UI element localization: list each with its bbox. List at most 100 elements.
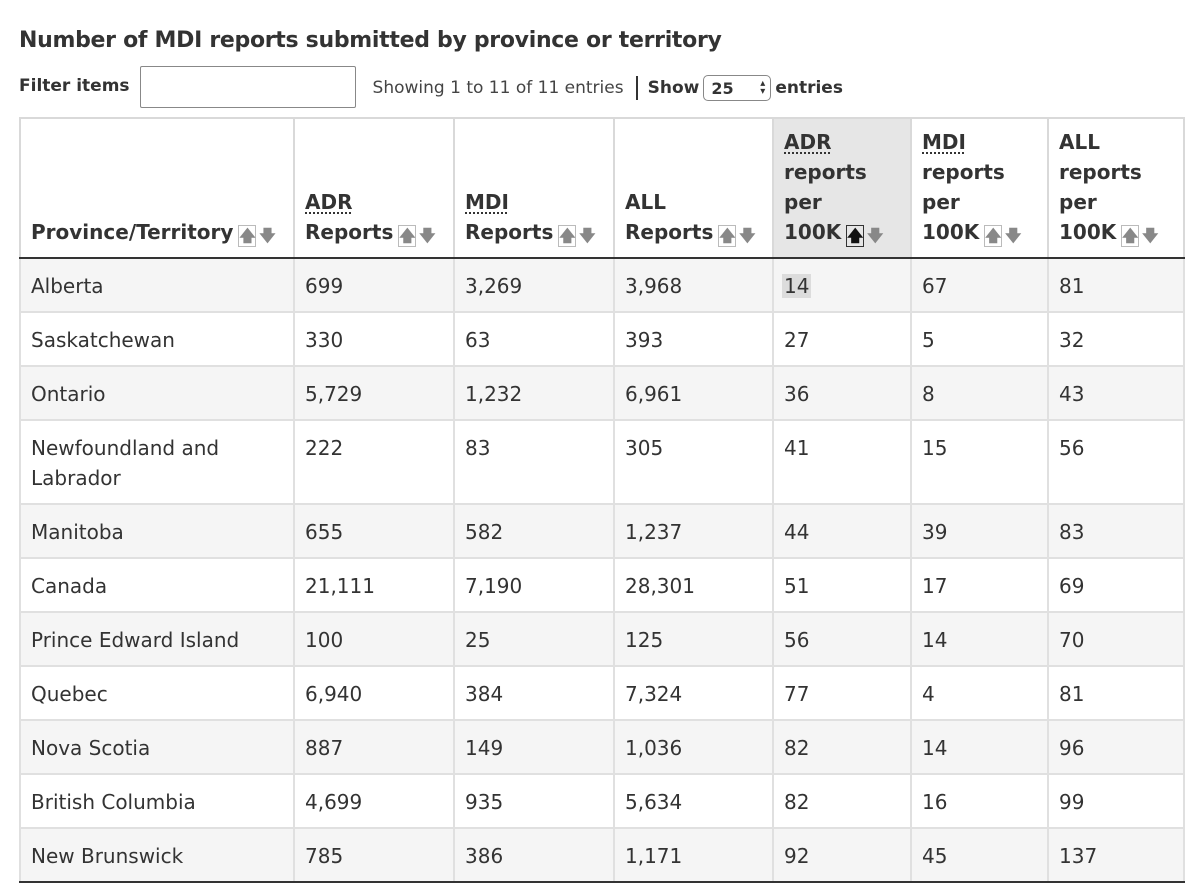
- table-row: Nova Scotia 887 149 1,036 82 14 96: [19, 719, 1185, 775]
- table-row: Canada 21,111 7,190 28,301 51 17 69: [19, 557, 1185, 613]
- value-cell-all-reports: 1,237: [613, 503, 774, 559]
- header-text: reports: [784, 160, 867, 184]
- filter-label: Filter items: [19, 76, 130, 96]
- value-cell-mdi-per-100k: 8: [910, 365, 1049, 421]
- value-cell-all-reports: 393: [613, 311, 774, 367]
- filter-input[interactable]: [139, 66, 356, 108]
- reports-table: Province/Territory 🡅 🡇 ADR Reports 🡅 🡇 MDI Repor…: [19, 117, 1185, 883]
- table-row: British Columbia 4,699 935 5,634 82 16 99: [19, 773, 1185, 829]
- page-length-select[interactable]: 25 ▴ ▾: [703, 75, 772, 101]
- sort-controls: 🡅 🡇: [1121, 225, 1159, 247]
- cell-text: 43: [1059, 382, 1085, 406]
- value-cell-adr-reports: 330: [293, 311, 455, 367]
- sort-descending-arrow-icon[interactable]: 🡇: [419, 226, 436, 245]
- sort-ascending-arrow-icon[interactable]: 🡅: [558, 225, 577, 247]
- header-text: reports: [922, 160, 1005, 184]
- cell-text: 1,036: [625, 736, 683, 760]
- cell-text: 785: [305, 844, 344, 868]
- cell-text: 5,729: [305, 382, 363, 406]
- value-cell-mdi-reports: 582: [453, 503, 615, 559]
- header-lead-text: ALL: [1059, 130, 1100, 154]
- cell-text: 69: [1059, 574, 1085, 598]
- value-cell-adr-per-100k: 56: [772, 611, 912, 667]
- value-cell-mdi-reports: 3,269: [453, 257, 615, 313]
- cell-text: 32: [1059, 328, 1085, 352]
- sort-descending-arrow-icon[interactable]: 🡇: [259, 226, 276, 245]
- province-name-cell: Ontario: [19, 365, 295, 421]
- value-cell-adr-per-100k: 41: [772, 419, 912, 505]
- cell-text: 8: [922, 382, 935, 406]
- table-controls: Filter items Showing 1 to 11 of 11 entri…: [19, 66, 843, 108]
- cell-text: 582: [465, 520, 504, 544]
- header-abbreviation: MDI: [922, 130, 966, 154]
- sort-ascending-arrow-icon[interactable]: 🡅: [1121, 225, 1140, 247]
- sort-controls: 🡅 🡇: [984, 225, 1022, 247]
- table-row: New Brunswick 785 386 1,171 92 45 137: [19, 827, 1185, 883]
- cell-text: 887: [305, 736, 344, 760]
- value-cell-all-per-100k: 99: [1047, 773, 1185, 829]
- column-header-mdi-per-100k[interactable]: MDI reports per 100K 🡅 🡇: [910, 117, 1049, 259]
- province-name-cell: Prince Edward Island: [19, 611, 295, 667]
- show-label: Show: [647, 78, 700, 98]
- value-cell-adr-reports: 699: [293, 257, 455, 313]
- value-cell-mdi-reports: 25: [453, 611, 615, 667]
- value-cell-adr-reports: 21,111: [293, 557, 455, 613]
- column-header-all-per-100k[interactable]: ALL reports per 100K 🡅 🡇: [1047, 117, 1185, 259]
- cell-text: 7,324: [625, 682, 683, 706]
- cell-text: 393: [625, 328, 664, 352]
- cell-text: 699: [305, 274, 344, 298]
- cell-text: 1,232: [465, 382, 523, 406]
- column-header-adr-reports[interactable]: ADR Reports 🡅 🡇: [293, 117, 455, 259]
- column-header-all-reports[interactable]: ALL Reports 🡅 🡇: [613, 117, 774, 259]
- value-cell-all-per-100k: 69: [1047, 557, 1185, 613]
- cell-text: 21,111: [305, 574, 375, 598]
- sort-descending-arrow-icon[interactable]: 🡇: [1142, 226, 1159, 245]
- cell-text: 222: [305, 436, 344, 460]
- cell-text: 305: [625, 436, 664, 460]
- value-cell-mdi-per-100k: 14: [910, 611, 1049, 667]
- province-name-cell: British Columbia: [19, 773, 295, 829]
- table-row: Ontario 5,729 1,232 6,961 36 8 43: [19, 365, 1185, 421]
- cell-text: 3,968: [625, 274, 683, 298]
- cell-text: 39: [922, 520, 948, 544]
- sort-descending-arrow-icon[interactable]: 🡇: [867, 226, 884, 245]
- header-text: 100K: [784, 220, 842, 244]
- table-row: Newfoundland and Labrador 222 83 305 41 15 56: [19, 419, 1185, 505]
- cell-text: Saskatchewan: [31, 328, 175, 352]
- sort-descending-arrow-icon[interactable]: 🡇: [579, 226, 596, 245]
- value-cell-all-per-100k: 81: [1047, 665, 1185, 721]
- table-title: Number of MDI reports submitted by provi…: [19, 28, 722, 53]
- cell-text: 655: [305, 520, 344, 544]
- sort-ascending-arrow-icon[interactable]: 🡅: [398, 225, 417, 247]
- sort-ascending-arrow-icon[interactable]: 🡅: [984, 225, 1003, 247]
- cell-text: Nova Scotia: [31, 736, 151, 760]
- value-cell-adr-per-100k: 14: [772, 257, 912, 313]
- value-cell-mdi-per-100k: 15: [910, 419, 1049, 505]
- cell-text: 36: [784, 382, 810, 406]
- cell-text: British Columbia: [31, 790, 196, 814]
- table-row: Manitoba 655 582 1,237 44 39 83: [19, 503, 1185, 559]
- column-header-adr-per-100k[interactable]: ADR reports per 100K 🡅 🡇: [772, 117, 912, 259]
- sort-ascending-arrow-icon[interactable]: 🡅: [846, 225, 865, 247]
- page: Number of MDI reports submitted by provi…: [19, 28, 1185, 883]
- sort-ascending-arrow-icon[interactable]: 🡅: [718, 225, 737, 247]
- cell-text: 3,269: [465, 274, 523, 298]
- cell-text: 83: [1059, 520, 1085, 544]
- value-cell-mdi-reports: 1,232: [453, 365, 615, 421]
- sort-descending-arrow-icon[interactable]: 🡇: [1005, 226, 1022, 245]
- sort-descending-arrow-icon[interactable]: 🡇: [739, 226, 756, 245]
- value-cell-all-reports: 7,324: [613, 665, 774, 721]
- cell-text: Newfoundland and Labrador: [31, 436, 220, 490]
- cell-text: Ontario: [31, 382, 106, 406]
- province-name-cell: New Brunswick: [19, 827, 295, 883]
- page-length-value: 25: [711, 78, 734, 98]
- entries-info: Showing 1 to 11 of 11 entries: [372, 78, 624, 98]
- column-header-province[interactable]: Province/Territory 🡅 🡇: [19, 117, 295, 259]
- cell-text: 56: [1059, 436, 1085, 460]
- cell-text: 386: [465, 844, 504, 868]
- province-name-cell: Nova Scotia: [19, 719, 295, 775]
- column-header-mdi-reports[interactable]: MDI Reports 🡅 🡇: [453, 117, 615, 259]
- value-cell-mdi-reports: 386: [453, 827, 615, 883]
- sort-ascending-arrow-icon[interactable]: 🡅: [238, 225, 257, 247]
- cell-text: 17: [922, 574, 948, 598]
